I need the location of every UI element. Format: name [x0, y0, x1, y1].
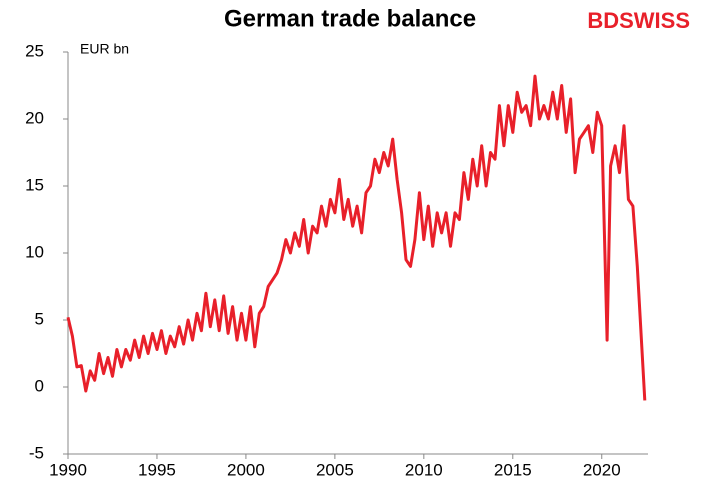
x-tick-label: 1990 — [49, 460, 87, 479]
x-tick-label: 2000 — [227, 460, 265, 479]
x-tick-label: 1995 — [138, 460, 176, 479]
x-tick-label: 2010 — [405, 460, 443, 479]
y-tick-label: 5 — [35, 309, 44, 328]
y-tick-label: 20 — [25, 108, 44, 127]
y-tick-label: 15 — [25, 175, 44, 194]
unit-label: EUR bn — [80, 41, 129, 57]
chart-title: German trade balance — [224, 5, 476, 32]
logo: BDSWISS — [587, 8, 690, 33]
data-line — [66, 74, 647, 401]
y-tick-label: 10 — [25, 242, 44, 261]
x-tick-label: 2020 — [583, 460, 621, 479]
x-tick-label: 2015 — [494, 460, 532, 479]
y-tick-label: 0 — [35, 376, 44, 395]
y-tick-label: 25 — [25, 41, 44, 60]
y-tick-label: -5 — [29, 443, 44, 462]
x-tick-label: 2005 — [316, 460, 354, 479]
